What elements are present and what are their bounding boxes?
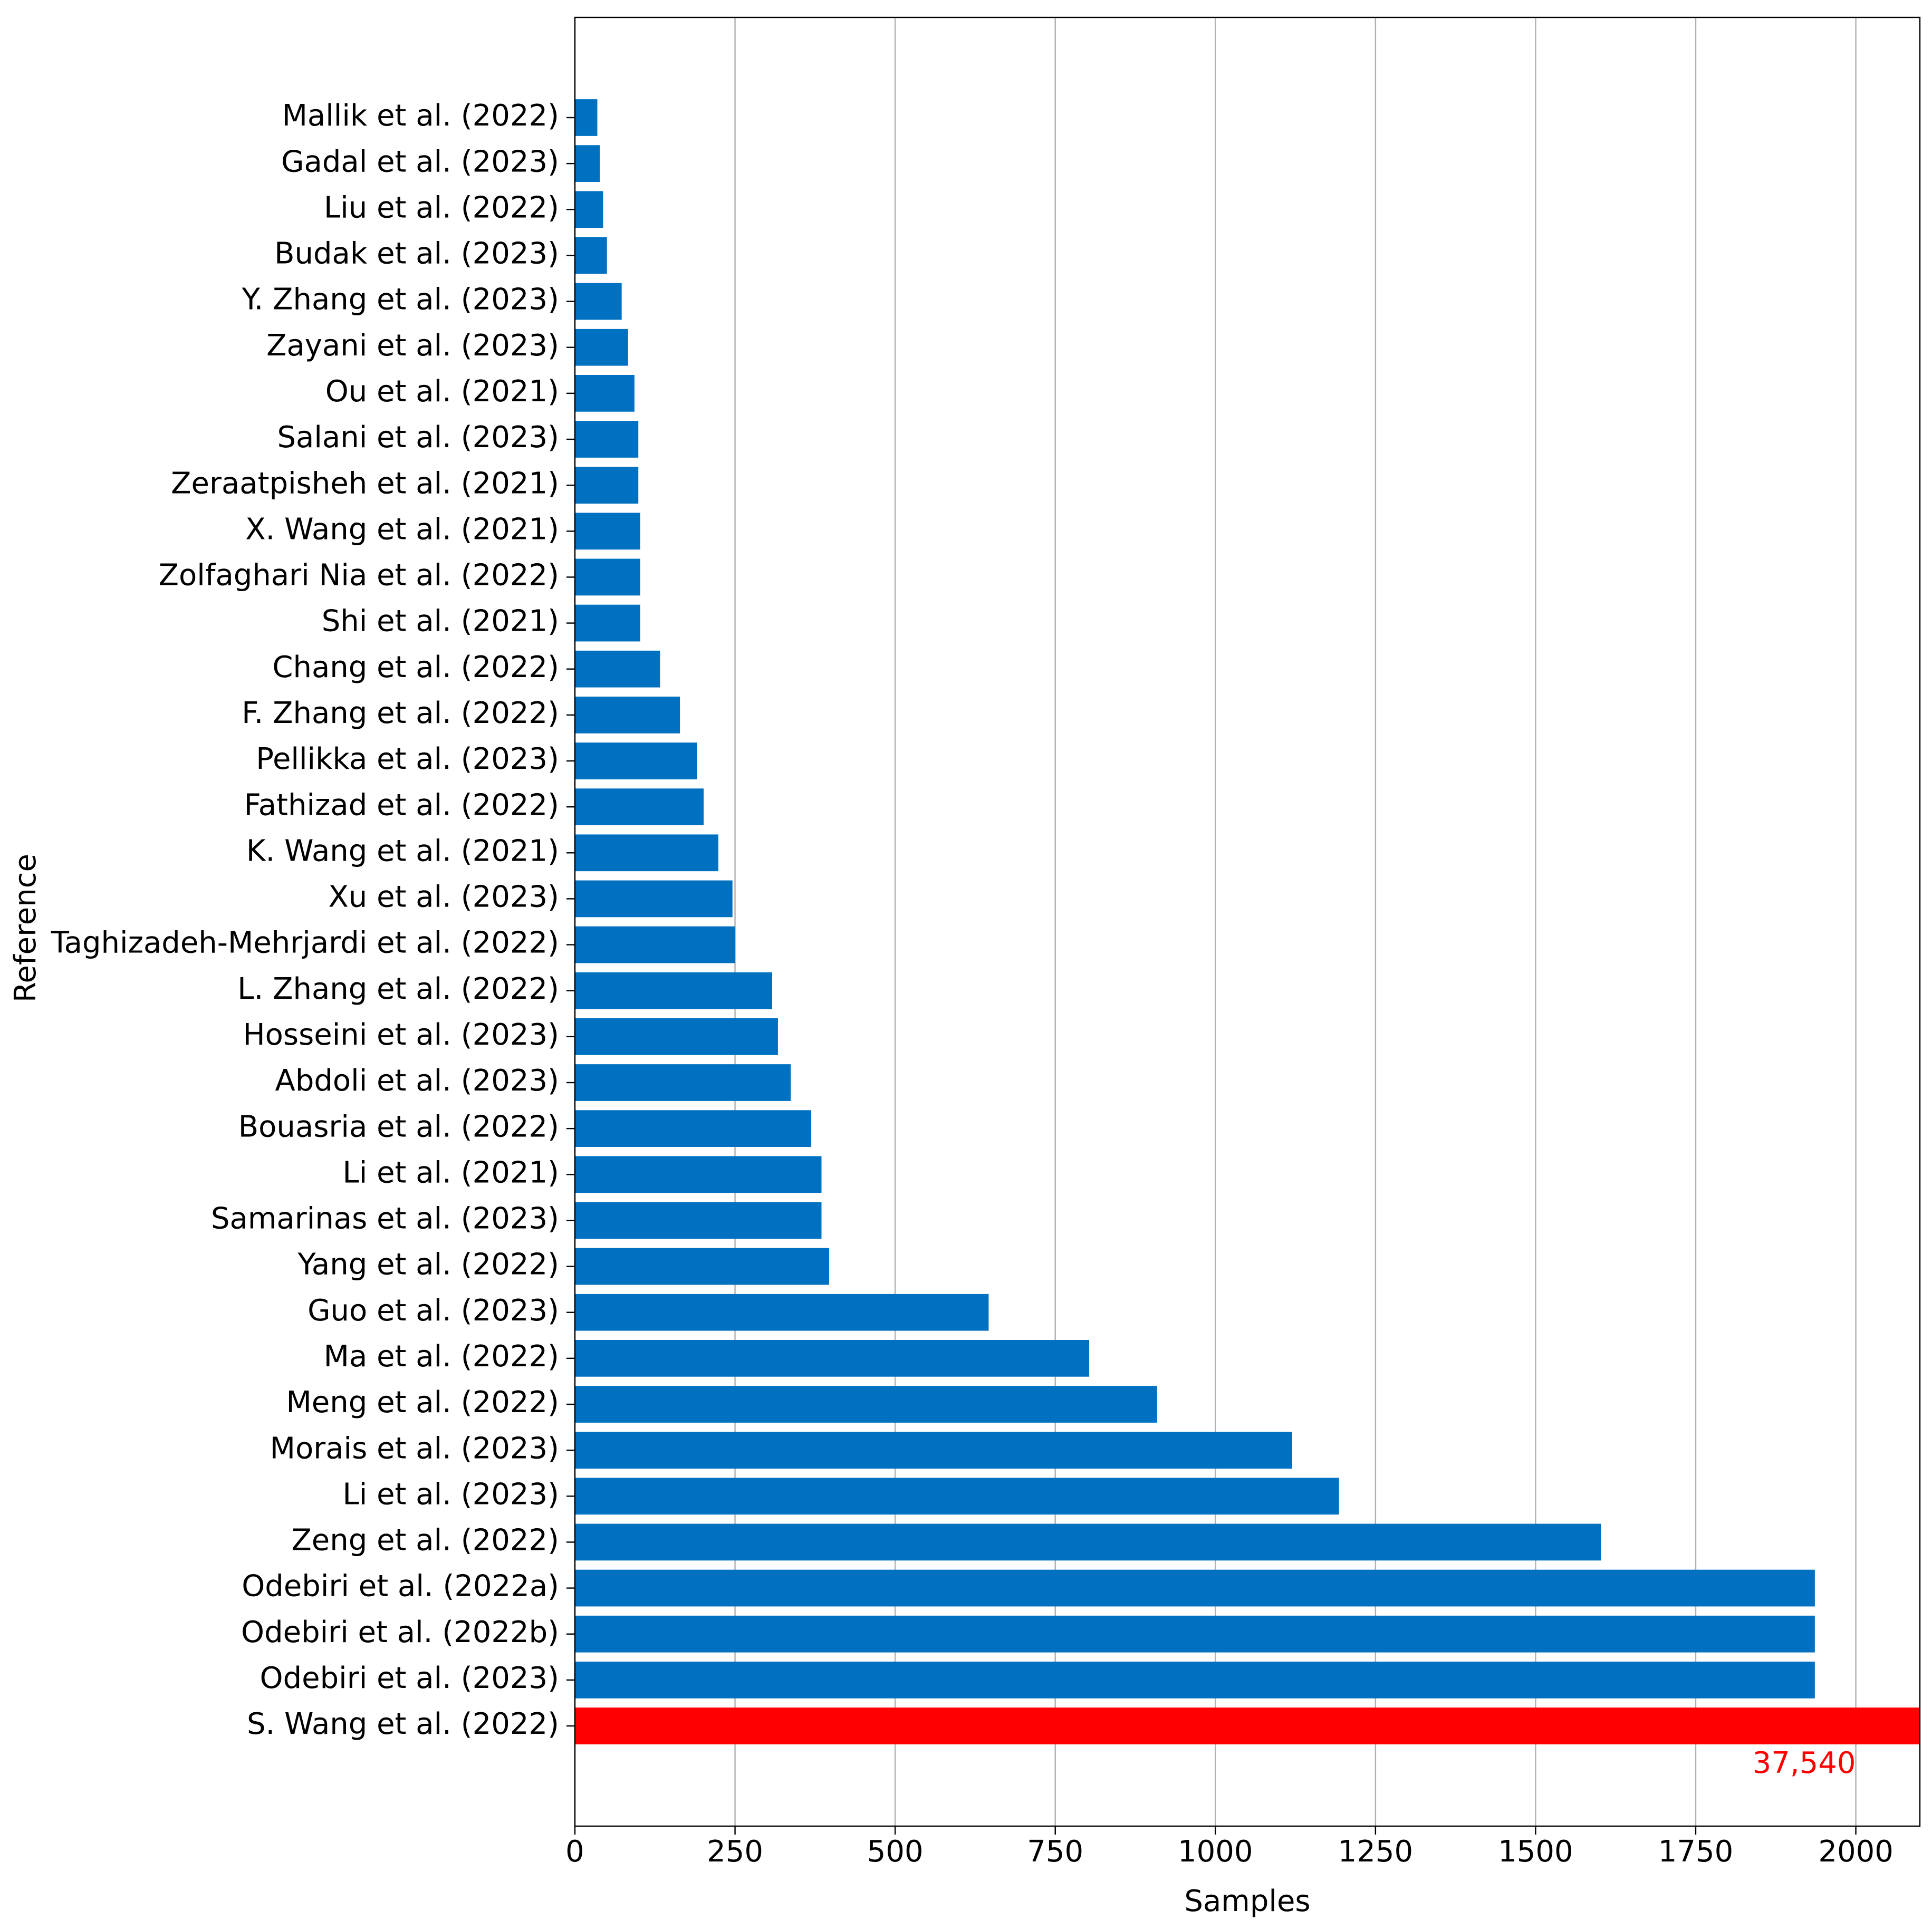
y-tick-label: L. Zhang et al. (2022) [237, 972, 559, 1006]
y-tick-label: Chang et al. (2022) [272, 650, 559, 684]
bar [575, 467, 639, 504]
value-label: 37,540 [1753, 1746, 1856, 1780]
axes: 0 250 500 750 1000 1250 1500 1750 2000 Mallik et … [51, 16, 1921, 1869]
y-tick-label: Taghizadeh-Mehrjardi et al. (2022) [51, 926, 559, 960]
y-tick-label: Fathizad et al. (2022) [244, 788, 559, 822]
bar [575, 1707, 1920, 1744]
y-tick-label: Abdoli et al. (2023) [275, 1064, 559, 1098]
bar [575, 99, 598, 136]
y-tick-label: Mallik et al. (2022) [282, 99, 559, 133]
bar [575, 283, 622, 320]
x-axis-label: Samples [1184, 1884, 1310, 1918]
y-tick-label: F. Zhang et al. (2022) [242, 696, 559, 730]
y-tick-label: Salani et al. (2023) [277, 420, 560, 455]
y-tick-label: Morais et al. (2023) [270, 1431, 559, 1465]
bar [575, 650, 660, 688]
y-tick-label: Zayani et al. (2023) [266, 329, 559, 363]
y-tick-label: Pellikka et al. (2023) [256, 742, 559, 776]
y-tick-label: S. Wang et al. (2022) [247, 1707, 559, 1741]
y-tick-label: Y. Zhang et al. (2023) [242, 283, 559, 317]
bar [575, 1386, 1157, 1423]
y-tick-label: Li et al. (2023) [343, 1477, 559, 1511]
bar [575, 742, 697, 779]
y-tick-label: Zolfaghari Nia et al. (2022) [159, 558, 559, 593]
y-tick-label: Samarinas et al. (2023) [211, 1202, 559, 1236]
bar [575, 237, 607, 274]
bar [575, 788, 704, 825]
y-tick-label: Ou et al. (2021) [325, 374, 559, 409]
bar [575, 1523, 1601, 1561]
y-tick-label: K. Wang et al. (2021) [246, 834, 559, 868]
bar [575, 1018, 778, 1055]
bar [575, 1110, 812, 1147]
x-tick-label: 750 [1027, 1835, 1083, 1869]
bar [575, 1294, 989, 1331]
y-tick-label: Meng et al. (2022) [286, 1385, 559, 1420]
bar [575, 1615, 1815, 1653]
bar [575, 697, 680, 734]
y-tick-label: Odebiri et al. (2023) [260, 1661, 559, 1695]
bar [575, 513, 640, 550]
y-tick-label: Odebiri et al. (2022a) [242, 1569, 559, 1604]
bar [575, 1202, 822, 1239]
x-tick-label: 1750 [1658, 1835, 1734, 1869]
bar [575, 558, 640, 596]
plot-frame [574, 16, 1921, 1827]
bar [575, 1064, 791, 1101]
y-tick-label: Gadal et al. (2023) [281, 144, 559, 179]
bar [575, 191, 603, 228]
y-tick-label: Odebiri et al. (2022b) [241, 1615, 559, 1649]
y-tick-label: Li et al. (2021) [343, 1155, 559, 1190]
bar [575, 1432, 1292, 1469]
bar [575, 1248, 830, 1285]
bar [575, 421, 639, 458]
bar [575, 604, 640, 642]
y-tick-label: Budak et al. (2023) [274, 237, 559, 271]
y-tick-label: Hosseini et al. (2023) [243, 1018, 559, 1052]
bar [575, 834, 718, 872]
bar [575, 1156, 822, 1193]
bar [575, 329, 628, 366]
bar [575, 926, 735, 963]
bar [575, 880, 733, 918]
y-tick-label: Xu et al. (2023) [328, 880, 559, 914]
x-tick-label: 0 [565, 1835, 584, 1869]
y-tick-label: Yang et al. (2022) [297, 1248, 559, 1282]
x-tick-label: 2000 [1818, 1835, 1893, 1869]
y-tick-label: X. Wang et al. (2021) [245, 512, 559, 546]
x-tick-label: 250 [707, 1835, 763, 1869]
y-tick-label: Shi et al. (2021) [322, 604, 559, 639]
grid [574, 17, 1857, 1826]
y-tick-label: Guo et al. (2023) [307, 1294, 559, 1328]
y-tick-label: Bouasria et al. (2022) [238, 1109, 559, 1144]
y-tick-label: Zeng et al. (2022) [291, 1523, 559, 1558]
bar [575, 1340, 1090, 1377]
bar [575, 1569, 1815, 1607]
y-axis-label: Reference [8, 854, 43, 1002]
y-tick-label: Liu et al. (2022) [324, 190, 559, 225]
y-tick-label: Zeraatpisheh et al. (2021) [171, 466, 559, 500]
x-tick-label: 500 [867, 1835, 924, 1869]
bar [575, 972, 772, 1009]
y-tick-label: Ma et al. (2022) [324, 1339, 559, 1374]
x-tick-label: 1000 [1178, 1835, 1253, 1869]
bar [575, 145, 600, 182]
bar [575, 375, 635, 412]
bar [575, 1478, 1339, 1515]
x-tick-label: 1500 [1498, 1835, 1573, 1869]
bars [575, 99, 1920, 1744]
x-tick-label: 1250 [1338, 1835, 1414, 1869]
bar [575, 1662, 1815, 1699]
